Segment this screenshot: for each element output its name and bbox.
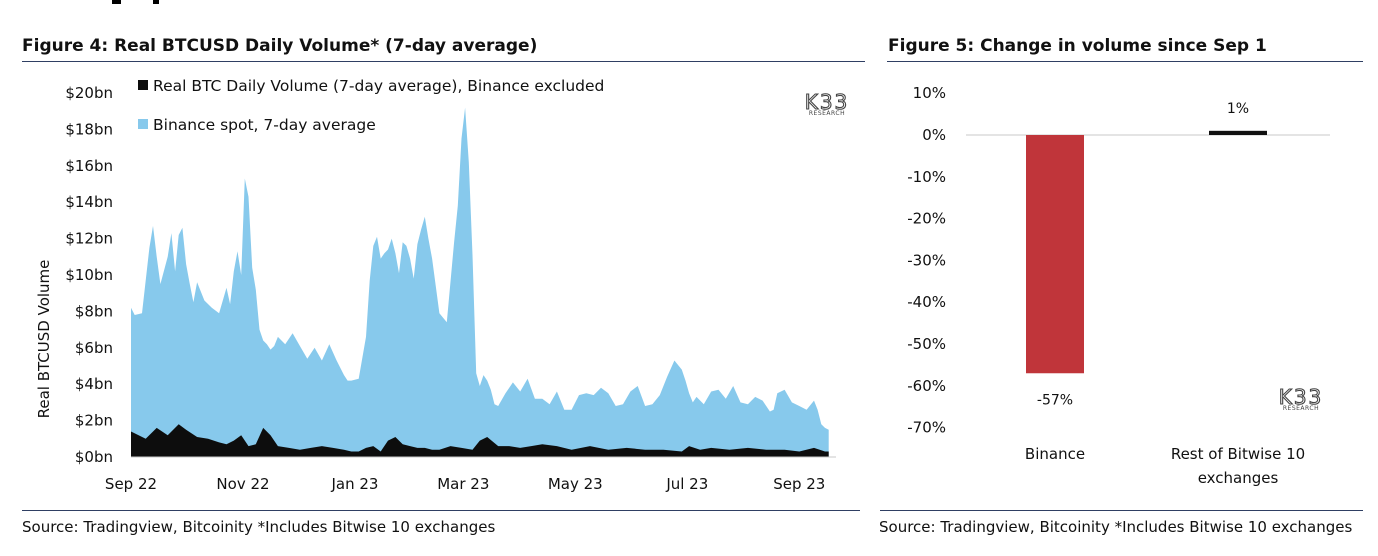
y-tick-label: $14bn	[65, 193, 113, 211]
x-tick-label: Jan 23	[330, 475, 378, 493]
figure5-title: Figure 5: Change in volume since Sep 1	[888, 36, 1267, 56]
figure5-k33-logo: K33 RESEARCH	[1278, 384, 1324, 412]
figure4-bottom-rule	[22, 510, 860, 511]
data-label-rest-of-bitwise: 1%	[1227, 101, 1249, 117]
x-tick-label: Sep 22	[105, 475, 157, 493]
y-tick-label: 0%	[922, 126, 946, 144]
k33-logo-text: K33	[805, 90, 850, 114]
area-binance-spot	[131, 107, 829, 457]
y-tick-label: -30%	[907, 251, 946, 269]
x-tick-label: Nov 22	[216, 475, 269, 493]
data-label-binance: -57%	[1037, 392, 1073, 408]
y-tick-label: $10bn	[65, 266, 113, 284]
y-tick-label: $6bn	[75, 339, 113, 357]
k33-logo-text: K33	[1279, 385, 1324, 409]
figure4-legend: Real BTC Daily Volume (7-day average), B…	[138, 77, 604, 134]
y-tick-label: $18bn	[65, 120, 113, 138]
cropped-text-fragment	[153, 0, 159, 4]
figure4-title: Figure 4: Real BTCUSD Daily Volume* (7-d…	[22, 36, 538, 56]
x-tick-label: Sep 23	[773, 475, 825, 493]
y-tick-label: -50%	[907, 335, 946, 353]
category-label-rest-of-bitwise: Rest of Bitwise 10	[1171, 445, 1305, 463]
figure5-bottom-rule	[880, 510, 1363, 511]
legend-label-binance: Binance spot, 7-day average	[153, 116, 376, 134]
figure4-x-axis: Sep 22 Nov 22 Jan 23 Mar 23 May 23 Jul 23 Sep …	[105, 475, 825, 493]
x-tick-label: Mar 23	[437, 475, 489, 493]
k33-logo-subtext: RESEARCH	[1283, 405, 1319, 412]
category-label-rest-of-bitwise: exchanges	[1198, 469, 1279, 487]
figure5-bar-chart: 10% 0% -10% -20% -30% -40% -50% -60% -70% -57% 1%…	[907, 84, 1330, 487]
bar-binance	[1026, 135, 1084, 374]
x-tick-label: May 23	[548, 475, 603, 493]
figure4-y-axis-title: Real BTCUSD Volume	[35, 260, 53, 419]
y-tick-label: $2bn	[75, 412, 113, 430]
y-tick-label: $20bn	[65, 84, 113, 102]
area-real-btc-volume	[131, 424, 829, 457]
figure4-plot-area	[131, 107, 829, 457]
y-tick-label: 10%	[913, 84, 946, 102]
figure4-y-axis: $0bn $2bn $4bn $6bn $8bn $10bn $12bn $14bn $16bn…	[65, 84, 113, 466]
k33-logo-subtext: RESEARCH	[809, 110, 845, 117]
y-tick-label: $16bn	[65, 157, 113, 175]
cropped-text-fragment	[112, 0, 121, 4]
y-tick-label: $12bn	[65, 230, 113, 248]
legend-swatch-real-volume	[138, 80, 148, 90]
y-tick-label: -20%	[907, 210, 946, 228]
y-tick-label: -40%	[907, 293, 946, 311]
figure4-area-chart: $0bn $2bn $4bn $6bn $8bn $10bn $12bn $14bn $16bn…	[35, 77, 850, 493]
figure5-y-axis: 10% 0% -10% -20% -30% -40% -50% -60% -70%	[907, 84, 946, 436]
y-tick-label: $0bn	[75, 448, 113, 466]
y-tick-label: $4bn	[75, 375, 113, 393]
legend-swatch-binance	[138, 119, 148, 129]
y-tick-label: -70%	[907, 419, 946, 437]
bar-rest-of-bitwise	[1209, 130, 1267, 135]
figure4-k33-logo: K33 RESEARCH	[804, 89, 850, 117]
legend-label-real-volume: Real BTC Daily Volume (7-day average), B…	[153, 77, 604, 95]
y-tick-label: -60%	[907, 377, 946, 395]
category-label-binance: Binance	[1025, 445, 1085, 463]
figure4-source: Source: Tradingview, Bitcoinity *Include…	[22, 518, 496, 536]
y-tick-label: $8bn	[75, 302, 113, 320]
y-tick-label: -10%	[907, 168, 946, 186]
figure5-bars: -57% 1% Binance Rest of Bitwise 10 exchanges	[1025, 101, 1305, 487]
x-tick-label: Jul 23	[665, 475, 708, 493]
figure5-source: Source: Tradingview, Bitcoinity *Include…	[879, 518, 1353, 536]
figure5-title-rule	[887, 61, 1363, 62]
figure4-title-rule	[22, 61, 865, 62]
